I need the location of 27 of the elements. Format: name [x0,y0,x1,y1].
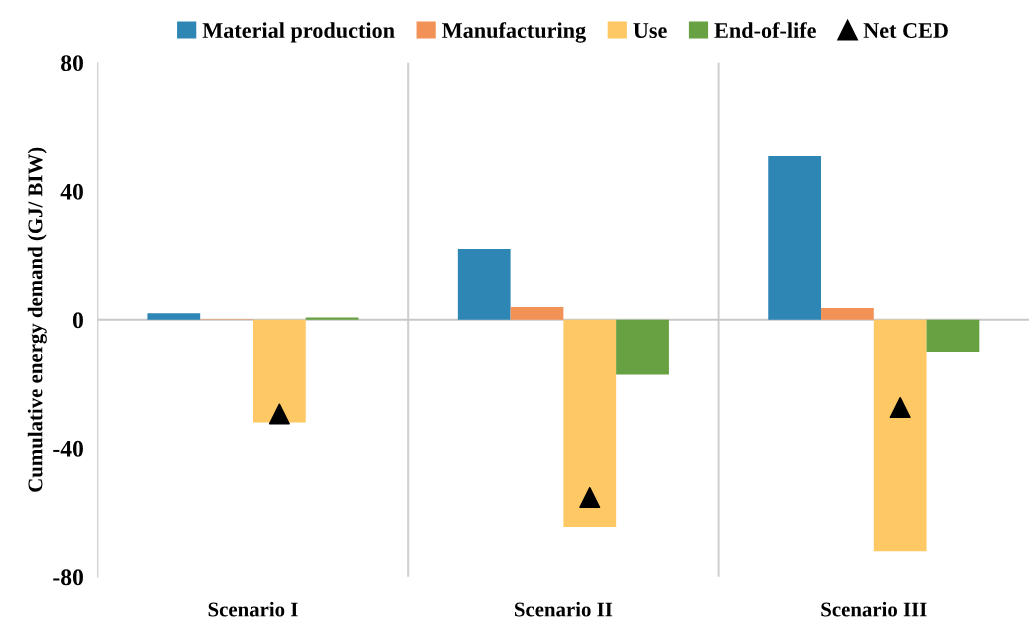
bar [821,307,874,320]
legend-label: Use [633,23,667,39]
bar [563,319,617,528]
bar [616,319,669,375]
point [889,396,911,419]
bar [873,319,927,552]
bar [926,319,980,352]
y-tick-label: -80 [53,569,83,586]
legend-label: End-of-life [714,22,816,39]
point [579,486,601,508]
bar [457,249,511,320]
y-tick-label: 80 [61,55,83,72]
point [268,403,290,425]
y-tick-label: 0 [72,312,83,329]
legend-label: Material production [202,22,395,43]
bar [510,306,564,320]
y-tick-label: 40 [60,183,83,200]
x-tick-label: Scenario II [515,601,613,617]
legend-label: Manufacturing [442,22,586,43]
bar [768,155,822,320]
x-tick-label: Scenario III [821,601,927,617]
y-tick-label: -40 [53,440,83,457]
bar [147,313,201,320]
x-tick-label: Scenario I [208,601,298,617]
bar [252,319,306,423]
legend-label: Net CED [863,23,948,39]
y-axis-title: Cumulative energy demand (GJ/ BIW) [27,147,47,492]
